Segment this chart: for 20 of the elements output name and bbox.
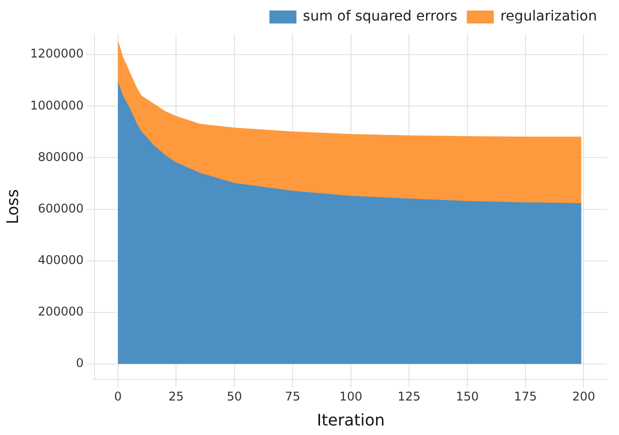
- x-tick-label: 100: [339, 390, 362, 404]
- y-tick-label: 0: [76, 356, 84, 370]
- y-tick-label: 1200000: [30, 46, 84, 61]
- x-tick-label: 200: [572, 390, 596, 404]
- x-tick-label: 0: [114, 390, 122, 404]
- y-tick-label: 400000: [38, 252, 84, 267]
- x-tick-label: 175: [514, 390, 537, 404]
- legend-label: regularization: [500, 8, 598, 25]
- x-tick-label: 150: [456, 390, 479, 404]
- x-tick-label: 125: [398, 390, 420, 404]
- y-axis-title: Loss: [2, 189, 22, 224]
- y-tick-label: 200000: [38, 304, 84, 319]
- x-tick-label: 50: [226, 390, 242, 404]
- x-tick-label: 75: [284, 390, 300, 404]
- x-tick-label: 25: [168, 390, 184, 404]
- legend-label: sum of squared errors: [302, 8, 458, 25]
- y-tick-label: 600000: [38, 201, 84, 216]
- y-tick-label: 1000000: [30, 98, 84, 112]
- y-tick-label: 800000: [38, 150, 84, 164]
- x-axis-title: Iteration: [316, 410, 385, 430]
